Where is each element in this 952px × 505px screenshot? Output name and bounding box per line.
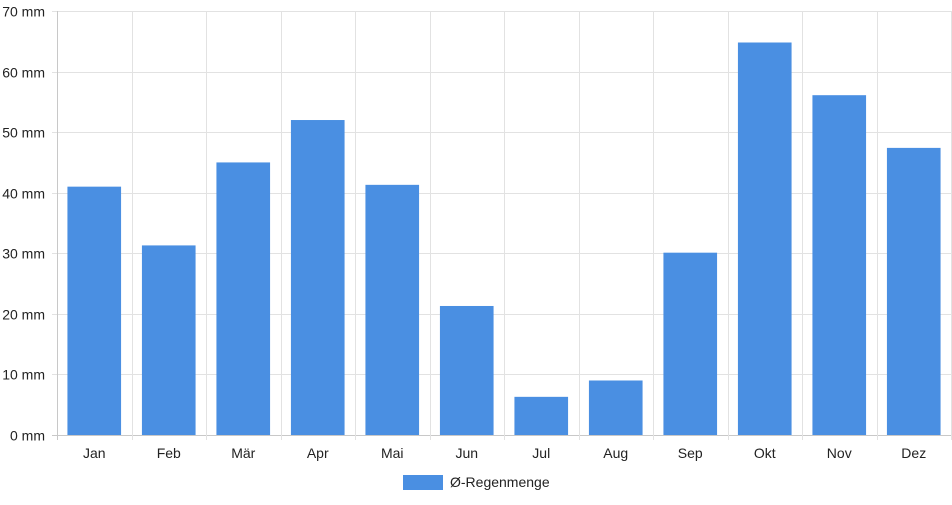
legend-swatch <box>403 475 443 490</box>
x-tick-label: Dez <box>901 445 926 461</box>
y-tick-label: 20 mm <box>2 307 45 323</box>
axis-layer: 0 mm 10 mm 20 mm 30 mm 40 mm 50 mm 60 mm 70 mm J… <box>2 4 926 462</box>
bar-nov <box>812 95 867 436</box>
x-tick-label: Mär <box>231 445 255 461</box>
bar-apr <box>290 120 345 436</box>
bar-aug <box>588 380 643 435</box>
bar-mai <box>365 184 420 435</box>
y-tick-label: 40 mm <box>2 186 45 202</box>
x-tick-label: Okt <box>754 445 776 461</box>
bar-jun <box>439 305 494 435</box>
legend[interactable]: Ø-Regenmenge <box>403 474 550 490</box>
x-tick-label: Apr <box>307 445 329 461</box>
y-tick-label: 10 mm <box>2 367 45 383</box>
bar-feb <box>141 245 196 435</box>
y-tick-label: 30 mm <box>2 246 45 262</box>
x-tick-label: Sep <box>678 445 703 461</box>
x-tick-label: Feb <box>157 445 181 461</box>
grid-layer <box>52 11 952 440</box>
y-tick-label: 60 mm <box>2 65 45 81</box>
x-tick-label: Jun <box>455 445 478 461</box>
bar-jan <box>67 186 122 435</box>
y-tick-label: 50 mm <box>2 125 45 141</box>
bar-mär <box>216 162 271 435</box>
x-tick-label: Aug <box>603 445 628 461</box>
x-tick-label: Mai <box>381 445 404 461</box>
bars-layer <box>67 42 941 436</box>
legend-label: Ø-Regenmenge <box>450 474 550 490</box>
bar-jul <box>514 396 569 435</box>
x-tick-label: Jul <box>532 445 550 461</box>
x-tick-label: Nov <box>827 445 852 461</box>
bar-sep <box>663 252 718 435</box>
x-tick-label: Jan <box>83 445 106 461</box>
bar-dez <box>886 147 941 436</box>
bar-okt <box>737 42 792 436</box>
y-tick-label: 70 mm <box>2 4 45 20</box>
y-tick-label: 0 mm <box>10 428 45 444</box>
